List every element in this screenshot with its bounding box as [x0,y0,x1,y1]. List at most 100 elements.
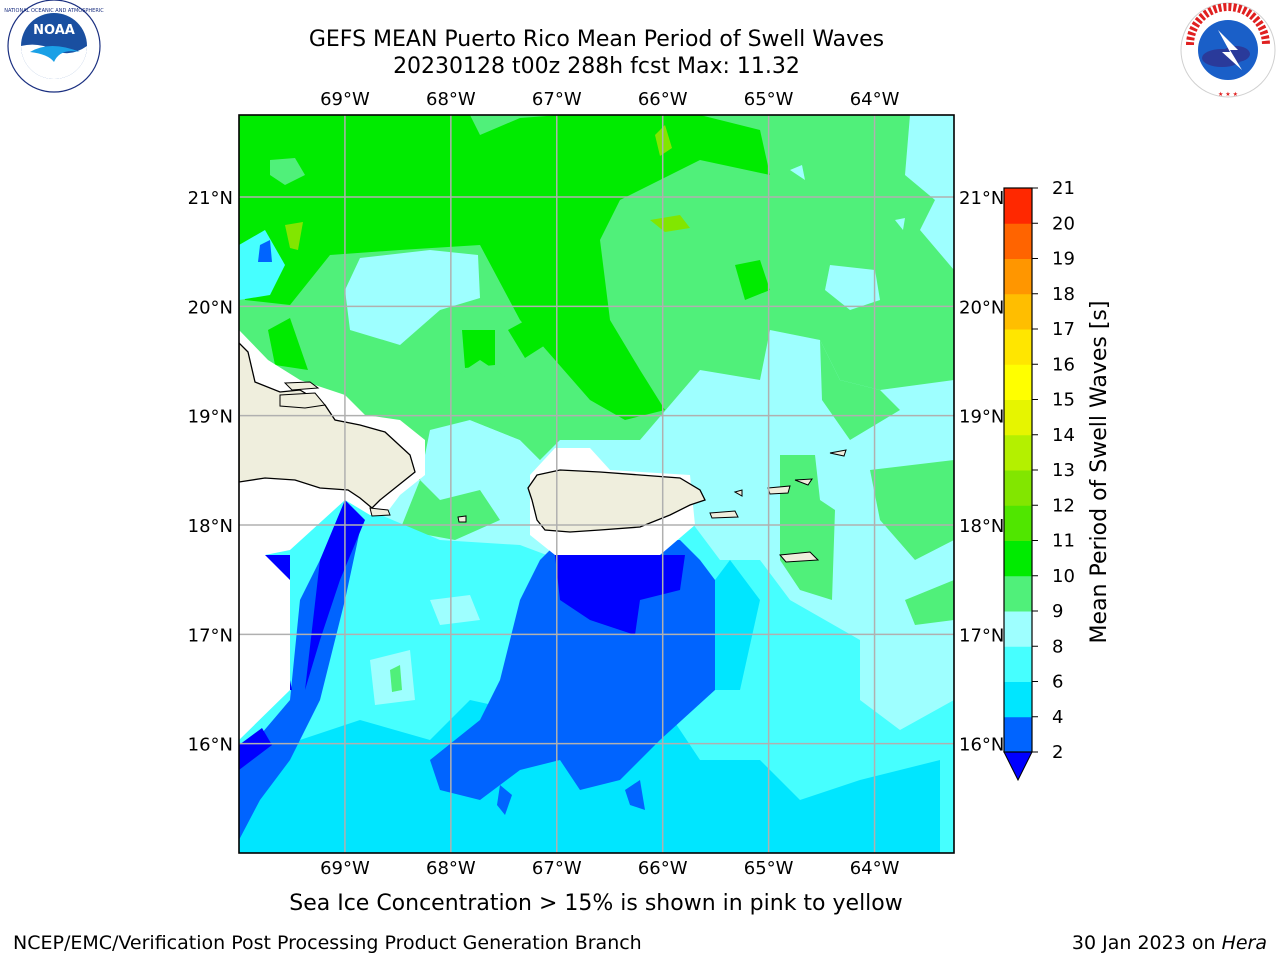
contour-band-9-10-fix5 [905,580,954,625]
lon-tick-label-top: 69°W [320,89,370,110]
colorbar-swatch [1004,329,1032,365]
noaa-logo: NOAA NATIONAL OCEANIC AND ATMOSPHERIC [4,0,104,93]
nws-logo: ★ ★ ★ [1180,2,1276,98]
colorbar-swatch [1004,681,1032,718]
lat-tick-label-left: 17°N [188,625,233,646]
lat-tick-label-right: 21°N [959,188,1004,209]
colorbar-tick-label: 19 [1052,249,1075,270]
land-anegada [829,449,847,457]
colorbar-swatch [1004,364,1032,400]
colorbar: 2 4 6 8 9 10 11 12 13 14 15 16 17 18 19 20 21 [1003,178,1075,782]
colorbar-tick-label: 14 [1052,425,1075,446]
colorbar-tick-label: 6 [1052,672,1063,693]
contour-band-2-4-nw [258,240,272,262]
colorbar-swatch [1004,258,1032,295]
colorbar-label: Mean Period of Swell Waves [s] [1087,301,1112,644]
colorbar-swatch [1004,540,1032,577]
lon-tick-label-top: 64°W [850,89,900,110]
colorbar-tick-label: 16 [1052,354,1075,375]
plot-frame [238,114,955,854]
svg-text:★ ★ ★: ★ ★ ★ [1218,91,1238,98]
colorbar-tick-label: 17 [1052,319,1075,340]
lon-tick-label-top: 66°W [638,89,688,110]
contour-band-under2-sw [239,728,272,770]
colorbar-tick-label: 8 [1052,636,1063,657]
land-mona [457,515,467,523]
lon-tick-label-top: 67°W [532,89,582,110]
contour-band-2-4-south [430,540,715,800]
colorbar-tick-label: 11 [1052,531,1075,552]
land-puerto-rico [527,469,706,533]
contour-band-8-9-se [860,640,954,730]
colorbar-tick-label: 4 [1052,707,1063,728]
colorbar-swatch [1004,505,1032,541]
footer-date: 30 Jan 2023 on Hera [1072,932,1267,954]
lon-tick-label-bottom: 64°W [850,858,900,879]
contour-band-8-9-dot [790,165,805,180]
contour-band-9-10-sw [390,665,402,692]
contour-band-9-10-fix3 [780,455,835,600]
lat-tick-label-left: 20°N [188,297,233,318]
colorbar-tick-label: 10 [1052,566,1075,587]
colorbar-tick-label: 9 [1052,601,1063,622]
lat-tick-label-right: 18°N [959,516,1004,537]
colorbar-tick-label: 20 [1052,213,1075,234]
lat-tick-label-left: 19°N [188,407,233,428]
colorbar-swatch [1004,293,1032,330]
lat-tick-label-right: 20°N [959,297,1004,318]
colorbar-tick-label: 21 [1052,178,1075,199]
contour-band-10-11-patch2 [462,330,495,368]
contour-band-under2-south [555,555,685,635]
colorbar-swatch [1004,399,1032,436]
land-st-croix [778,551,820,563]
land-st-thomas [767,485,791,495]
contour-band-10-11-patch [735,260,770,300]
colorbar-tick-label: 13 [1052,460,1075,481]
contour-band-12-13-patch3 [650,215,690,232]
sea-ice-note: Sea Ice Concentration > 15% is shown in … [289,891,903,916]
contour-band-2-4-patch [497,785,512,815]
contour-band-10-11-north [239,115,770,420]
noaa-logo-text: NOAA [33,23,75,38]
colorbar-swatch [1004,434,1032,471]
graticule: 69°W 69°W 68°W 68°W 67°W 67°W 66°W 66°W 65°W 65°W… [188,89,1005,879]
lon-tick-label-bottom: 68°W [426,858,476,879]
lon-tick-label-bottom: 69°W [320,858,370,879]
contour-band-10-11-patch4 [268,318,308,370]
chart-run-info: 20230128 t00z 288h fcst Max: 11.32 [393,54,800,79]
contour-band-10-11-patch3 [508,318,550,358]
lon-tick-label-bottom: 65°W [744,858,794,879]
colorbar-extend-min [1003,751,1033,782]
contour-band-9-10-fix [450,360,560,460]
colorbar-tick-label: 15 [1052,390,1075,411]
land-vieques [709,510,739,519]
contour-band-2-4-patch2 [625,780,645,810]
land-hispaniola-cape [279,392,326,409]
land-saona [369,507,391,517]
lat-tick-label-left: 18°N [188,516,233,537]
colorbar-swatch [1004,470,1032,506]
contour-band-9-10-fix4 [870,460,954,560]
contour-band-8-9-sw2 [430,595,480,625]
lon-tick-label-top: 68°W [426,89,476,110]
colorbar-swatch [1004,716,1032,753]
footer-credit: NCEP/EMC/Verification Post Processing Pr… [13,932,642,954]
colorbar-swatch [1004,188,1032,224]
lat-tick-label-left: 21°N [188,188,233,209]
land-hispaniola [239,342,416,509]
lon-tick-label-bottom: 67°W [532,858,582,879]
contour-band-12-13-patch2 [285,222,303,250]
contour-band-8-9-dot2 [895,218,905,230]
colorbar-tick-label: 18 [1052,284,1075,305]
colorbar-tick-label: 2 [1052,742,1063,763]
lat-tick-label-right: 16°N [959,735,1004,756]
contour-band-6-8-nw [239,230,285,300]
lon-tick-label-top: 65°W [744,89,794,110]
svg-text:NATIONAL OCEANIC AND ATMOSPHER: NATIONAL OCEANIC AND ATMOSPHERIC [4,8,104,14]
contour-band-8-9-north [345,250,480,345]
footer-host: Hera [1221,932,1267,954]
footer-date-text: 30 Jan 2023 on [1071,932,1222,954]
colorbar-tick-label: 12 [1052,495,1075,516]
chart-title: GEFS MEAN Puerto Rico Mean Period of Swe… [308,27,885,52]
